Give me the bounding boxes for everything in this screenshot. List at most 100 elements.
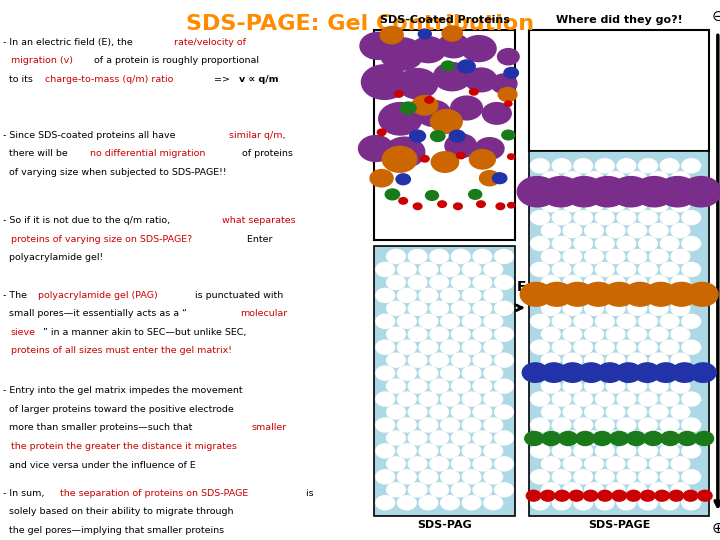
Circle shape [451, 457, 470, 471]
Circle shape [408, 275, 427, 289]
Circle shape [484, 470, 503, 484]
Circle shape [430, 431, 449, 445]
Circle shape [451, 275, 470, 289]
Circle shape [644, 431, 662, 446]
Circle shape [495, 483, 513, 497]
Circle shape [387, 275, 405, 289]
Circle shape [606, 431, 625, 445]
Circle shape [541, 275, 560, 289]
Circle shape [559, 363, 585, 382]
Circle shape [441, 314, 459, 328]
Circle shape [655, 490, 670, 501]
Circle shape [617, 159, 636, 173]
Circle shape [380, 26, 403, 44]
Circle shape [617, 392, 636, 406]
Circle shape [541, 405, 560, 419]
Circle shape [660, 418, 679, 432]
Circle shape [628, 431, 647, 445]
Circle shape [387, 431, 405, 445]
Circle shape [671, 198, 690, 212]
Circle shape [628, 353, 647, 367]
Circle shape [430, 483, 449, 497]
Circle shape [686, 282, 718, 306]
Circle shape [377, 129, 386, 136]
Circle shape [606, 457, 625, 471]
Circle shape [451, 249, 470, 264]
Circle shape [451, 353, 470, 367]
Circle shape [441, 288, 459, 302]
Circle shape [552, 237, 571, 251]
Circle shape [628, 224, 647, 238]
Circle shape [563, 405, 582, 419]
Circle shape [639, 314, 657, 328]
Circle shape [531, 211, 549, 225]
Circle shape [441, 392, 459, 406]
Circle shape [649, 431, 668, 445]
Text: polyacrylamide gel!: polyacrylamide gel! [3, 253, 103, 262]
Text: what separates: what separates [222, 216, 296, 225]
Circle shape [419, 288, 438, 302]
Circle shape [660, 496, 679, 510]
Text: to its: to its [3, 75, 36, 84]
Circle shape [606, 249, 625, 264]
Text: migration (v): migration (v) [11, 56, 73, 65]
Circle shape [628, 327, 647, 341]
Text: charge-to-mass (q/m) ratio: charge-to-mass (q/m) ratio [45, 75, 174, 84]
Circle shape [595, 392, 614, 406]
Text: v ∝ q/m: v ∝ q/m [239, 75, 279, 84]
Circle shape [563, 301, 582, 315]
Circle shape [682, 366, 701, 380]
Circle shape [395, 91, 403, 97]
Circle shape [475, 138, 504, 159]
Circle shape [419, 314, 438, 328]
Circle shape [649, 172, 668, 186]
Circle shape [495, 379, 513, 393]
Circle shape [563, 249, 582, 264]
Circle shape [441, 340, 459, 354]
Circle shape [473, 405, 492, 419]
Circle shape [660, 392, 679, 406]
Circle shape [408, 483, 427, 497]
Circle shape [361, 65, 408, 99]
Circle shape [563, 198, 582, 212]
Circle shape [469, 150, 495, 169]
Circle shape [574, 366, 593, 380]
Text: sieve: sieve [11, 328, 35, 337]
Text: smaller: smaller [251, 423, 287, 433]
Circle shape [430, 457, 449, 471]
Circle shape [408, 301, 427, 315]
Text: Enter: Enter [245, 234, 273, 244]
Circle shape [462, 36, 496, 62]
Circle shape [449, 130, 465, 142]
Text: SDS-PAG: SDS-PAG [417, 520, 472, 530]
Circle shape [451, 96, 482, 120]
Circle shape [660, 444, 679, 458]
Circle shape [376, 340, 395, 354]
Circle shape [495, 457, 513, 471]
Circle shape [671, 457, 690, 471]
Circle shape [451, 405, 470, 419]
Circle shape [480, 171, 500, 186]
Circle shape [408, 379, 427, 393]
Text: rate/velocity of: rate/velocity of [174, 38, 246, 47]
Circle shape [627, 431, 646, 446]
Bar [529, 30, 709, 151]
Circle shape [541, 379, 560, 393]
Circle shape [469, 190, 482, 199]
Circle shape [682, 314, 701, 328]
Circle shape [477, 201, 485, 207]
Circle shape [484, 288, 503, 302]
Circle shape [496, 203, 505, 210]
Circle shape [574, 211, 593, 225]
Circle shape [690, 363, 716, 382]
Circle shape [419, 392, 438, 406]
Circle shape [576, 431, 595, 446]
Circle shape [628, 457, 647, 471]
Circle shape [649, 457, 668, 471]
Circle shape [473, 353, 492, 367]
Circle shape [473, 249, 492, 264]
Circle shape [473, 301, 492, 315]
Circle shape [585, 483, 603, 497]
Circle shape [473, 457, 492, 471]
Circle shape [431, 110, 462, 133]
